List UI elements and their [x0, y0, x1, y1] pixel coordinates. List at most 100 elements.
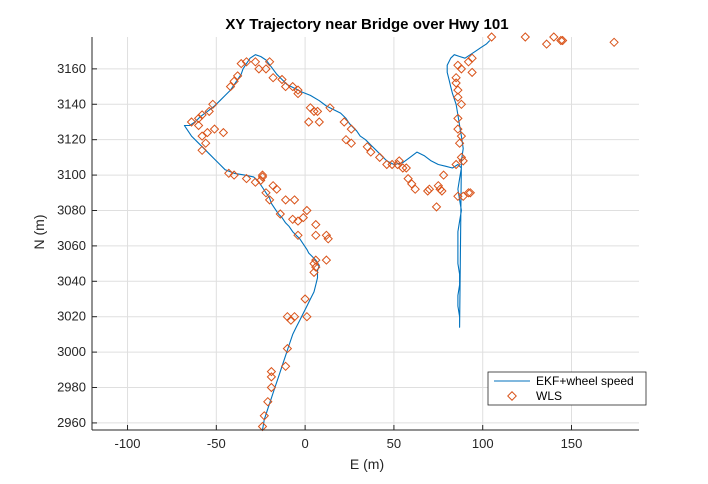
wls-point	[293, 88, 303, 99]
wls-point	[312, 106, 323, 117]
wls-point	[314, 117, 325, 127]
wls-point	[250, 177, 261, 187]
x-tick-label: 100	[472, 436, 494, 451]
wls-point	[250, 57, 261, 67]
x-tick-label: -50	[207, 436, 226, 451]
wls-point	[257, 172, 268, 182]
y-tick-label: 3100	[57, 167, 86, 182]
wls-point	[431, 202, 442, 212]
wls-point	[197, 131, 207, 141]
wls-point	[229, 170, 239, 180]
wls-point	[197, 110, 207, 120]
wls-point	[286, 315, 296, 325]
wls-point	[323, 234, 333, 244]
wls-point	[422, 186, 433, 196]
wls-point	[406, 179, 417, 189]
wls-point	[410, 184, 420, 194]
legend-label-wls: WLS	[536, 389, 562, 403]
wls-point	[236, 58, 246, 69]
wls-point	[467, 53, 477, 63]
wls-point	[266, 382, 277, 393]
wls-point	[438, 170, 449, 180]
wls-point	[186, 117, 197, 127]
wls-point	[280, 361, 291, 372]
wls-point	[341, 134, 351, 145]
y-tick-label: 3160	[57, 61, 86, 76]
wls-point	[289, 311, 300, 322]
wls-point	[339, 117, 349, 127]
wls-point	[241, 173, 252, 184]
wls-point	[271, 184, 282, 194]
wls-point	[398, 163, 408, 173]
wls-point	[453, 92, 463, 102]
tick-labels: -100 -50 0 50 100 150 2960 2980 3000 3020 3040 3060…	[57, 61, 582, 451]
wls-point	[401, 163, 412, 173]
y-tick-label: 3020	[57, 309, 86, 324]
wls-point	[241, 57, 252, 67]
wls-point	[456, 99, 467, 110]
wls-point	[394, 156, 404, 166]
wls-point	[266, 372, 277, 382]
x-tick-label: 150	[561, 436, 583, 451]
legend-marker-swatch	[507, 391, 517, 401]
wls-point	[311, 230, 321, 241]
wls-point	[456, 64, 467, 74]
wls-point	[268, 72, 278, 83]
wls-point	[433, 180, 444, 191]
wls-point	[197, 145, 207, 156]
wls-point	[303, 117, 314, 127]
wls-point	[263, 396, 273, 407]
wls-point	[453, 124, 463, 134]
legend-box	[487, 371, 647, 406]
wls-point	[541, 39, 552, 49]
wls-point	[362, 142, 373, 152]
wls-point	[451, 78, 461, 88]
wls-point	[321, 255, 332, 265]
wls-point	[392, 159, 403, 170]
wls-point	[309, 258, 319, 269]
wls-point	[486, 32, 497, 42]
wls-point	[293, 85, 303, 95]
wls-point	[293, 230, 303, 241]
y-axis-label: N (m)	[31, 215, 47, 250]
wls-point	[282, 343, 293, 354]
plot-area	[92, 37, 639, 430]
wls-point	[374, 152, 385, 163]
wls-point	[202, 127, 213, 138]
wls-point	[465, 188, 476, 198]
wls-point	[287, 81, 298, 92]
series-layer	[183, 32, 619, 432]
wls-point	[259, 411, 270, 421]
chart-title: XY Trajectory near Bridge over Hwy 101	[225, 16, 508, 33]
wls-point	[289, 195, 300, 205]
wls-point	[254, 64, 264, 74]
wls-point	[556, 35, 566, 46]
wls-point	[287, 214, 298, 225]
y-tick-label: 3080	[57, 202, 86, 217]
y-tick-label: 3140	[57, 96, 86, 111]
wls-point	[293, 216, 303, 226]
x-tick-label: 50	[387, 436, 401, 451]
wls-point	[325, 103, 335, 113]
wls-point	[309, 267, 319, 278]
wls-point	[346, 124, 357, 134]
wls-point	[549, 32, 559, 42]
x-tick-label: 0	[301, 436, 308, 451]
x-axis-label: E (m)	[350, 456, 384, 472]
wls-point	[298, 212, 309, 223]
wls-point	[463, 188, 474, 198]
wls-point	[255, 175, 266, 186]
y-tick-label: 3040	[57, 273, 86, 288]
wls-point	[264, 57, 275, 67]
wls-point	[193, 113, 204, 124]
wls-point	[264, 195, 275, 205]
y-tick-label: 2960	[57, 415, 86, 430]
wls-point	[193, 120, 204, 131]
wls-point	[200, 138, 211, 148]
wls-point	[311, 262, 321, 272]
wls-point	[209, 124, 220, 134]
y-tick-label: 3000	[57, 344, 86, 359]
wls-point	[277, 74, 287, 85]
wls-point	[218, 127, 229, 138]
